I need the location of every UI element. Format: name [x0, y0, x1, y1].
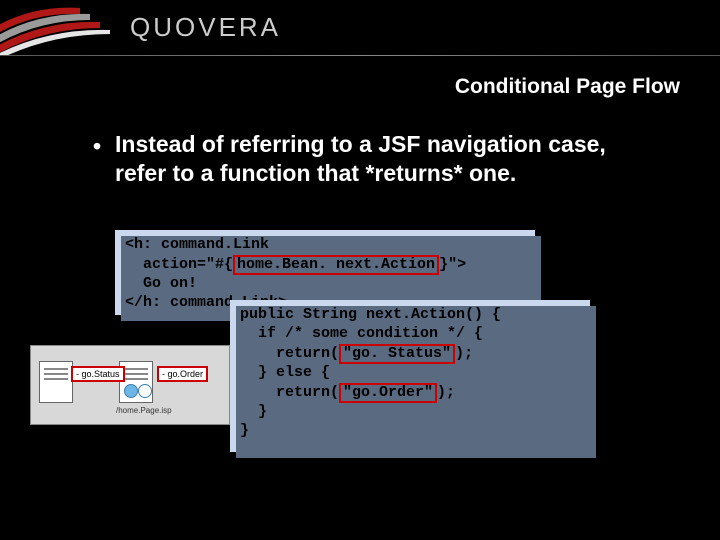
code-line: return(: [240, 345, 339, 362]
code-line: action="#{: [125, 256, 233, 273]
bullet-marker: •: [93, 132, 101, 161]
code-block-java: public String next.Action() { if /* some…: [230, 300, 590, 452]
header-divider: [0, 55, 720, 56]
code-line: } else {: [240, 364, 330, 381]
code-line: Go on!: [125, 275, 197, 292]
diagram-page-icon: [39, 361, 73, 403]
highlight-go-order: "go.Order": [339, 383, 437, 404]
slide-title: Conditional Page Flow: [455, 75, 680, 99]
navigation-diagram: - go.Status - go.Order /home.Page.isp: [30, 345, 230, 425]
highlight-action-expr: home.Bean. next.Action: [233, 255, 439, 276]
diagram-bottom-label: /home.Page.isp: [116, 406, 172, 415]
code-line: }: [240, 422, 249, 439]
diagram-label-order: - go.Order: [157, 366, 208, 382]
decorative-stripes: [0, 0, 120, 55]
bullet-content: Instead of referring to a JSF navigation…: [115, 131, 606, 186]
diagram-label-status: - go.Status: [71, 366, 125, 382]
code-line: public String next.Action() {: [240, 306, 501, 323]
diagram-node-icon: [124, 384, 138, 398]
slide-header: QUOVERA: [0, 0, 720, 60]
bullet-text: • Instead of referring to a JSF navigati…: [115, 130, 660, 188]
diagram-node-icon: [138, 384, 152, 398]
code-line: );: [455, 345, 473, 362]
highlight-go-status: "go. Status": [339, 344, 455, 365]
logo: QUOVERA: [130, 12, 281, 43]
code-line: }: [240, 403, 267, 420]
code-line: );: [437, 384, 455, 401]
code-line: return(: [240, 384, 339, 401]
code-line: if /* some condition */ {: [240, 325, 483, 342]
code-line: <h: command.Link: [125, 236, 269, 253]
code-line: }">: [439, 256, 466, 273]
